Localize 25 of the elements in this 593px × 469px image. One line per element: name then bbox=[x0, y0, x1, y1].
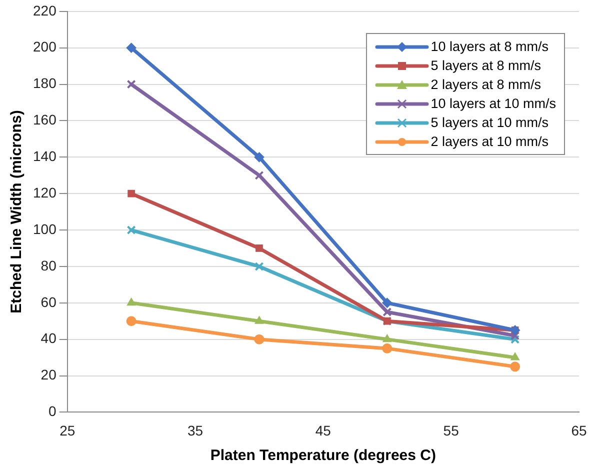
legend-label: 5 layers at 10 mm/s bbox=[430, 114, 548, 132]
y-tick-label: 140 bbox=[33, 148, 57, 164]
y-tick-label: 40 bbox=[40, 330, 57, 346]
y-tick-label: 20 bbox=[40, 366, 57, 383]
x-axis-title: Platen Temperature (degrees C) bbox=[210, 447, 436, 464]
y-tick-label: 60 bbox=[40, 294, 57, 310]
x-tick-label: 45 bbox=[315, 422, 332, 438]
legend-label: 5 layers at 8 mm/s bbox=[430, 57, 541, 75]
y-axis-title: Etched Line Width (microns) bbox=[8, 110, 26, 314]
legend-label: 10 layers at 8 mm/s bbox=[430, 38, 548, 56]
y-tick-label: 120 bbox=[33, 184, 57, 200]
x-tick-label: 55 bbox=[443, 422, 460, 438]
y-tick-label: 220 bbox=[33, 2, 57, 18]
y-tick-label: 100 bbox=[33, 220, 57, 237]
y-tick-label: 0 bbox=[48, 403, 57, 420]
legend-label: 2 layers at 10 mm/s bbox=[430, 133, 548, 151]
x-tick-label: 35 bbox=[187, 422, 204, 438]
y-tick-label: 180 bbox=[33, 75, 57, 92]
x-tick-label: 25 bbox=[60, 422, 76, 438]
legend-label: 2 layers at 8 mm/s bbox=[430, 76, 541, 94]
legend-label: 10 layers at 10 mm/s bbox=[430, 95, 556, 113]
y-tick-label: 160 bbox=[33, 112, 57, 128]
y-tick-label: 80 bbox=[40, 257, 57, 274]
y-tick-label: 200 bbox=[33, 38, 57, 55]
x-tick-label: 65 bbox=[571, 422, 587, 438]
